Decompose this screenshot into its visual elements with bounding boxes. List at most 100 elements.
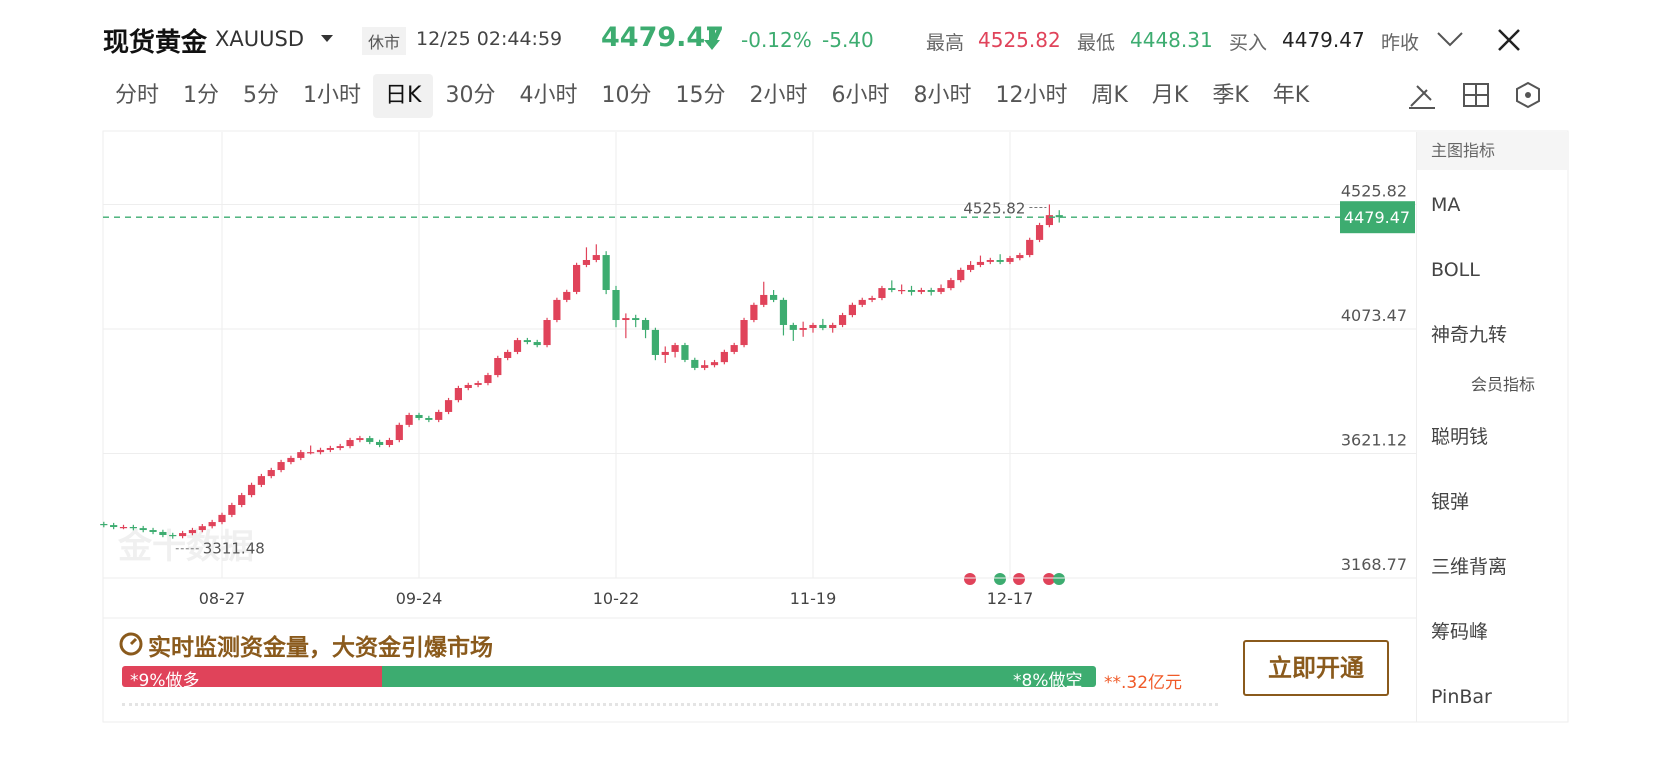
period-tab[interactable]: 分时 [115,83,160,108]
dropdown-icon[interactable] [320,34,334,44]
candle-body [513,340,522,352]
period-tab[interactable]: 周K [1091,83,1128,108]
name: 现货黄金 [103,28,208,58]
x-tick-label: 12-17 [987,589,1034,608]
change-pct: -0.12% [741,28,812,52]
timeline [122,703,1218,706]
y-tick-label: 4073.47 [1341,306,1407,325]
candle-body [336,446,344,449]
indicator[interactable]: MA [1431,194,1461,216]
candle-body [139,528,147,531]
candle-body [1035,225,1044,240]
candle-body [346,440,354,447]
candle-body [622,318,630,321]
candle-body [464,384,472,389]
promo-title: 实时监测资金量，大资金引爆市场 [148,635,493,661]
period-tab[interactable]: 2小时 [749,83,808,108]
candle-body [425,418,433,420]
chart-frame [102,130,1569,723]
candle-body [632,318,640,321]
candle-body [947,280,955,289]
candle-body [602,255,610,291]
candle-body [198,526,206,531]
high-label: 最高 [926,32,965,54]
candle-body [415,414,423,419]
candle-body [257,476,265,485]
period-tab[interactable]: 4小时 [519,83,578,108]
period-tab[interactable]: 月K [1151,83,1189,108]
candle-body [799,327,807,330]
indicator[interactable]: 神奇九转 [1431,324,1508,346]
prev-label: 昨收 [1381,32,1420,54]
candle-body [770,294,778,300]
period-tabs: 分时 1分 5分 1小时 日K 30分 4小时 10分 15分 2小时 6小时 8小时 12小时 周K 月K… [103,74,1321,118]
period-tab[interactable]: 6小时 [831,83,890,108]
candle-body [543,320,551,346]
candle-body [247,484,256,496]
candle-body [907,290,916,292]
indicator[interactable]: PinBar [1431,686,1492,708]
candle-body [100,523,108,526]
candle-body [671,345,679,352]
candle-body [129,527,137,529]
price: 4479.47 [601,22,724,53]
candle-body [1006,258,1014,262]
candle-body [484,375,492,384]
candle-body [740,320,748,346]
tool-icons[interactable] [1407,80,1547,110]
period-tab[interactable]: 日K [373,74,434,118]
candle-body [917,290,925,292]
indicator[interactable]: 三维背离 [1431,556,1508,578]
period-tab[interactable]: 15分 [675,83,726,108]
candle-body [287,457,295,463]
low: 4448.31 [1130,28,1213,52]
candle-body [750,304,758,321]
candle-body [307,452,315,454]
period-tab[interactable]: 1分 [183,83,220,108]
candle-body [898,290,906,292]
indicator[interactable]: 筹码峰 [1431,621,1489,643]
candle-body [651,329,659,355]
candle-body [848,304,856,316]
period-tab[interactable]: 30分 [445,83,496,108]
indicator[interactable]: 银弹 [1431,491,1470,513]
x-tick-label: 09-24 [396,589,443,608]
indicator[interactable]: BOLL [1431,259,1480,281]
candle-body [641,320,650,330]
candle-body [681,345,689,360]
x-tick-label: 11-19 [790,589,837,608]
period-tab[interactable]: 1小时 [303,83,362,108]
y-tick-label: 4525.82 [1341,181,1407,200]
period-tab[interactable]: 季K [1212,83,1249,108]
expand-icon[interactable] [1436,30,1464,48]
low-label: 最低 [1077,32,1116,54]
amount: **.32亿元 [1104,673,1183,693]
candle-body [208,522,216,527]
long-bar [122,666,382,687]
period-tab[interactable]: 年K [1272,83,1310,108]
candle-body [504,351,512,358]
period-tab[interactable]: 5分 [243,83,280,108]
candle-body [809,324,817,328]
candle-body [573,264,581,292]
high: 4525.82 [978,28,1061,52]
period-tab[interactable]: 12小时 [995,83,1068,108]
candle-body [553,299,561,321]
subscribe-button[interactable]: 立即开通 [1243,640,1389,696]
candle-body [523,340,531,343]
indicator[interactable]: 聪明钱 [1431,426,1489,448]
period-tab[interactable]: 10分 [601,83,652,108]
candle-body [366,438,374,442]
candle-body [976,261,985,265]
max-label: 4525.82 [963,199,1025,217]
close-button[interactable] [1497,28,1521,52]
candle-body [119,527,128,529]
promo-icon [119,632,143,656]
candle-body [957,269,965,281]
x-tick-label: 08-27 [199,589,246,608]
candle-body [1026,239,1034,256]
down-arrow [704,30,720,50]
period-tab[interactable]: 8小时 [913,83,972,108]
symbol[interactable]: XAUUSD [215,27,304,51]
